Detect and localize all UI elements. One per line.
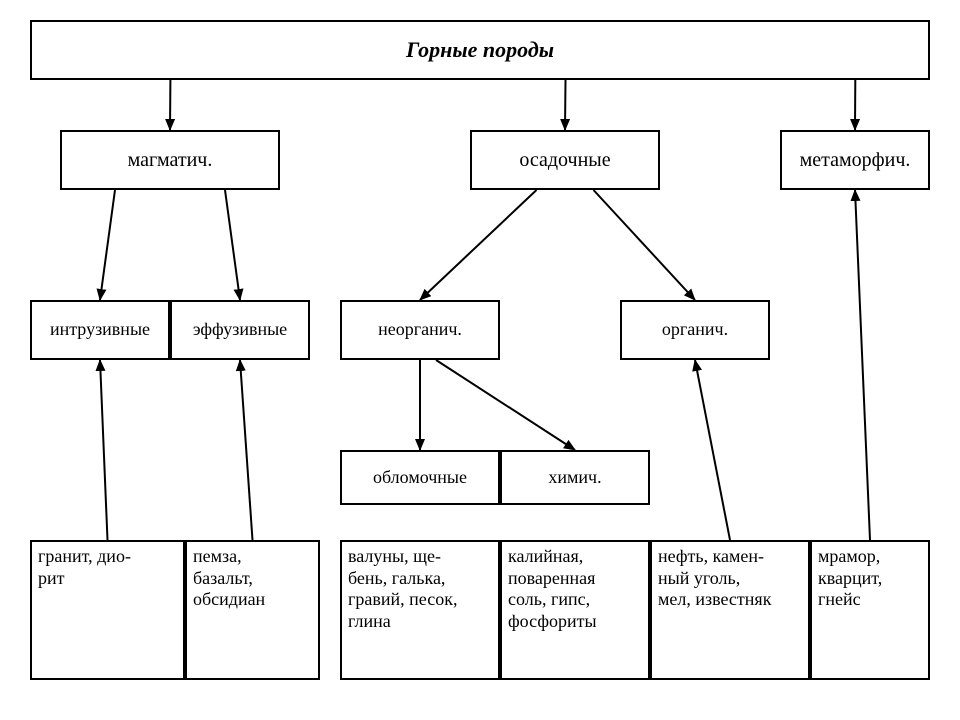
edge-ex_effusive-to-effusive (240, 360, 253, 540)
node-metamorphic: метаморфич. (780, 130, 930, 190)
node-ex_organic: нефть, камен-ный уголь,мел, известняк (650, 540, 810, 680)
edge-magmatic-to-intrusive (100, 190, 115, 300)
node-ex_clastic: валуны, ще-бень, галька,гравий, песок,гл… (340, 540, 500, 680)
edge-root-to-sedimentary (565, 80, 566, 130)
edge-magmatic-to-effusive (225, 190, 240, 300)
node-inorganic: неорганич. (340, 300, 500, 360)
node-ex_intrusive: гранит, дио-рит (30, 540, 185, 680)
node-ex_effusive: пемза,базальт,обсидиан (185, 540, 320, 680)
node-chemical: химич. (500, 450, 650, 505)
edge-sedimentary-to-inorganic (420, 190, 537, 300)
diagram-stage: Горные породы магматич. осадочные метаморфи… (0, 0, 960, 720)
node-sedimentary: осадочные (470, 130, 660, 190)
node-effusive: эффузивные (170, 300, 310, 360)
edge-ex_organic-to-organic (695, 360, 730, 540)
node-ex_chemical: калийная,повареннаясоль, гипс,фосфориты (500, 540, 650, 680)
node-ex_metamorph: мрамор,кварцит,гнейс (810, 540, 930, 680)
node-organic: органич. (620, 300, 770, 360)
edge-ex_intrusive-to-intrusive (100, 360, 108, 540)
node-root: Горные породы (30, 20, 930, 80)
node-magmatic: магматич. (60, 130, 280, 190)
edge-inorganic-to-chemical (436, 360, 575, 450)
edge-ex_metamorph-to-metamorphic (855, 190, 870, 540)
node-clastic: обломочные (340, 450, 500, 505)
node-intrusive: интрузивные (30, 300, 170, 360)
edge-sedimentary-to-organic (594, 190, 696, 300)
